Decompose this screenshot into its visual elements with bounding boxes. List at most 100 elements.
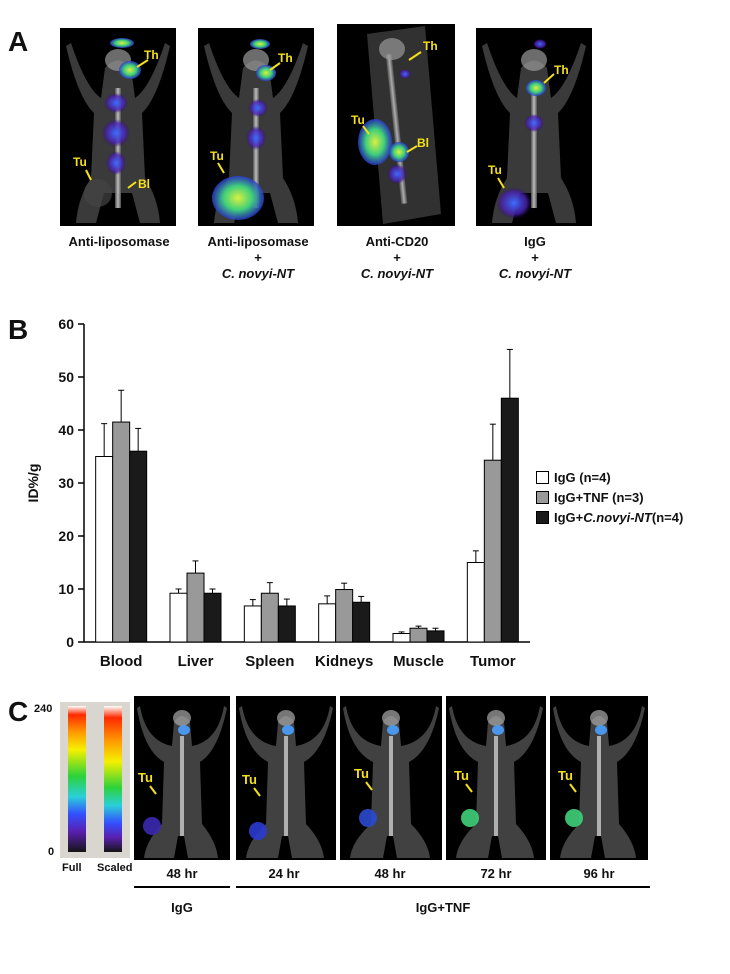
label-th: Th	[423, 39, 438, 53]
label-tu: Tu	[351, 113, 365, 127]
tu-arrow	[365, 781, 373, 791]
scan-timepoint-3: Tu	[340, 696, 442, 860]
label-th: Th	[554, 63, 569, 77]
thyroid-signal	[282, 725, 294, 735]
colorbar-full	[68, 706, 86, 852]
group-line-igg	[134, 886, 230, 888]
legend-item-igg-tnf: IgG+TNF (n=3)	[536, 487, 683, 507]
bar	[186, 572, 205, 643]
biodistribution-bar-chart: 0 10 20 30 40 50 60 ID%/g Blood Liver Spleen Kidney…	[25, 316, 530, 670]
time-label-1: 48 hr	[166, 866, 198, 881]
label-th: Th	[278, 51, 293, 65]
colorbar-scaled-label: Scaled	[97, 862, 133, 874]
bar	[95, 456, 114, 643]
label-tu: Tu	[454, 768, 469, 783]
bar	[260, 592, 279, 643]
time-label-4: 72 hr	[480, 866, 512, 881]
x-tick-label: Blood	[100, 653, 143, 670]
bar	[318, 603, 337, 643]
caption-2: Anti-liposomase + C. novyi-NT	[207, 234, 309, 281]
bar	[352, 601, 371, 643]
thyroid-signal	[178, 725, 190, 735]
skull	[487, 710, 505, 726]
y-tick-label: 60	[58, 316, 74, 332]
group-line-igg-tnf	[236, 886, 650, 888]
y-tick-label: 50	[58, 369, 74, 385]
thyroid-signal	[595, 725, 607, 735]
scan-timepoint-1: Tu	[134, 696, 230, 860]
bar	[335, 589, 354, 643]
bar	[466, 562, 485, 643]
tumor-signal	[249, 822, 267, 840]
y-tick-label: 20	[58, 528, 74, 544]
caption-4: IgG + C. novyi-NT	[498, 234, 572, 281]
tu-arrow	[465, 783, 473, 793]
x-tick-label: Liver	[178, 653, 214, 670]
x-tick-label: Spleen	[245, 653, 294, 670]
skull	[277, 710, 295, 726]
label-tu: Tu	[488, 163, 502, 177]
x-tick-label: Kidneys	[315, 653, 373, 670]
tumor-signal	[565, 809, 583, 827]
group-label-igg: IgG	[171, 900, 193, 915]
y-axis-label: ID%/g	[25, 464, 41, 503]
skull	[173, 710, 191, 726]
tumor-signal	[143, 817, 161, 835]
panel-label-b: B	[8, 314, 29, 345]
y-tick-label: 40	[58, 422, 74, 438]
label-tu: Tu	[73, 155, 87, 169]
thyroid-signal	[387, 725, 399, 735]
colorbar-max: 240	[34, 703, 53, 715]
scan-timepoint-2: Tu	[236, 696, 336, 860]
x-tick-label: Tumor	[470, 653, 516, 670]
tu-arrow	[569, 783, 577, 793]
y-tick-label: 30	[58, 475, 74, 491]
tumor-signal	[359, 809, 377, 827]
label-tu: Tu	[138, 770, 153, 785]
label-bl: Bl	[138, 177, 150, 191]
spine	[597, 736, 601, 836]
legend-item-igg-cnovyi: IgG+ C.novyi-NT (n=4)	[536, 507, 683, 527]
skull	[590, 710, 608, 726]
chart-legend: IgG (n=4) IgG+TNF (n=3) IgG+ C.novyi-NT (…	[536, 467, 683, 527]
label-tu: Tu	[242, 772, 257, 787]
group-label-igg-tnf: IgG+TNF	[415, 900, 471, 915]
bar	[169, 592, 188, 643]
bar	[277, 605, 296, 643]
time-label-5: 96 hr	[583, 866, 615, 881]
panel-label-c: C	[8, 696, 29, 727]
colorbar-min: 0	[48, 846, 55, 858]
colorbar-scaled	[104, 706, 122, 852]
time-label-3: 48 hr	[374, 866, 406, 881]
thyroid-signal	[492, 725, 504, 735]
y-tick-label: 10	[58, 581, 74, 597]
label-tu: Tu	[558, 768, 573, 783]
y-tick-label: 0	[66, 634, 74, 650]
panel-label-a: A	[8, 26, 29, 57]
tu-arrow	[253, 787, 261, 797]
scan-anti-liposomase-cnovyi: Th Tu	[198, 28, 314, 226]
spine	[494, 736, 498, 836]
scan-timepoint-5: Tu	[550, 696, 648, 860]
legend-swatch	[536, 470, 549, 484]
spine	[284, 736, 288, 836]
spine	[389, 736, 393, 836]
legend-item-igg: IgG (n=4)	[536, 467, 683, 487]
legend-swatch	[536, 510, 549, 524]
bar	[243, 605, 262, 643]
scan-anti-cd20-cnovyi: Th Tu Bl	[337, 24, 455, 226]
colorbar	[60, 702, 130, 858]
scan-timepoint-4: Tu	[446, 696, 546, 860]
bar	[392, 633, 411, 643]
tu-arrow	[149, 785, 157, 795]
bar	[129, 450, 148, 643]
skull	[382, 710, 400, 726]
colorbar-full-label: Full	[62, 862, 82, 874]
tumor-signal	[461, 809, 479, 827]
bar	[409, 627, 428, 643]
time-label-2: 24 hr	[268, 866, 300, 881]
spine	[180, 736, 184, 836]
label-tu: Tu	[354, 766, 369, 781]
label-th: Th	[144, 48, 159, 62]
caption-1: Anti-liposomase	[68, 234, 170, 249]
